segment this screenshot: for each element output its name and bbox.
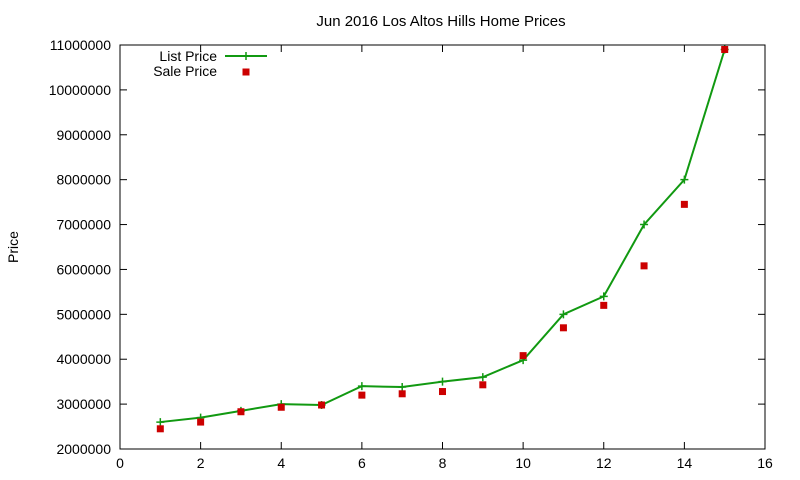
x-tick-label: 6 bbox=[358, 455, 366, 471]
list-price-point bbox=[559, 310, 568, 319]
x-tick-label: 0 bbox=[116, 455, 124, 471]
sale-price-point bbox=[318, 401, 326, 409]
list-price-line bbox=[160, 49, 726, 424]
y-tick-label: 9000000 bbox=[56, 127, 111, 143]
legend-marker-list-price bbox=[242, 52, 250, 60]
axes: 2000000 3000000 4000000 5000000 6000000 70000… bbox=[49, 37, 773, 471]
list-price-point bbox=[398, 383, 407, 392]
x-tick-label: 2 bbox=[197, 455, 205, 471]
x-tick-label: 12 bbox=[596, 455, 612, 471]
sale-price-point bbox=[358, 391, 366, 399]
y-tick-label: 3000000 bbox=[56, 396, 111, 412]
sale-price-point bbox=[680, 200, 688, 208]
x-tick-label: 10 bbox=[515, 455, 531, 471]
y-tick-label: 5000000 bbox=[56, 306, 111, 322]
sale-price-point bbox=[721, 45, 729, 53]
series-group bbox=[156, 45, 729, 433]
legend-label-list-price: List Price bbox=[159, 48, 217, 64]
sale-price-point bbox=[197, 418, 205, 426]
sale-price-point bbox=[277, 403, 285, 411]
sale-price-point bbox=[600, 301, 608, 309]
y-tick-label: 10000000 bbox=[49, 82, 112, 98]
sale-price-point bbox=[398, 390, 406, 398]
y-tick-label: 7000000 bbox=[56, 217, 111, 233]
x-tick-label: 8 bbox=[439, 455, 447, 471]
x-tick-label: 14 bbox=[677, 455, 693, 471]
sale-price-point bbox=[559, 324, 567, 332]
y-tick-label: 2000000 bbox=[56, 441, 111, 457]
y-tick-label: 6000000 bbox=[56, 261, 111, 277]
sale-price-point bbox=[519, 352, 527, 360]
legend-label-sale-price: Sale Price bbox=[153, 63, 217, 79]
chart-title: Jun 2016 Los Altos Hills Home Prices bbox=[316, 13, 565, 30]
sale-price-point bbox=[156, 425, 164, 433]
list-price-point bbox=[438, 377, 447, 386]
list-price-point bbox=[640, 220, 649, 229]
y-tick-label: 8000000 bbox=[56, 172, 111, 188]
list-price-point bbox=[156, 418, 165, 427]
list-price-point bbox=[680, 175, 689, 184]
y-tick-label: 11000000 bbox=[50, 37, 111, 53]
x-tick-label: 4 bbox=[277, 455, 285, 471]
y-tick-label: 4000000 bbox=[56, 351, 111, 367]
y-axis-label: Price bbox=[5, 231, 21, 263]
sale-price-point bbox=[439, 388, 446, 396]
legend-swatch-sale-price bbox=[242, 68, 250, 76]
list-price-point bbox=[357, 382, 366, 391]
x-tick-label: 16 bbox=[757, 455, 773, 471]
list-price-point bbox=[599, 292, 608, 301]
list-price-point bbox=[478, 373, 487, 382]
sale-price-point bbox=[237, 408, 245, 416]
sale-price-point bbox=[640, 262, 648, 270]
sale-price-point bbox=[479, 381, 487, 389]
